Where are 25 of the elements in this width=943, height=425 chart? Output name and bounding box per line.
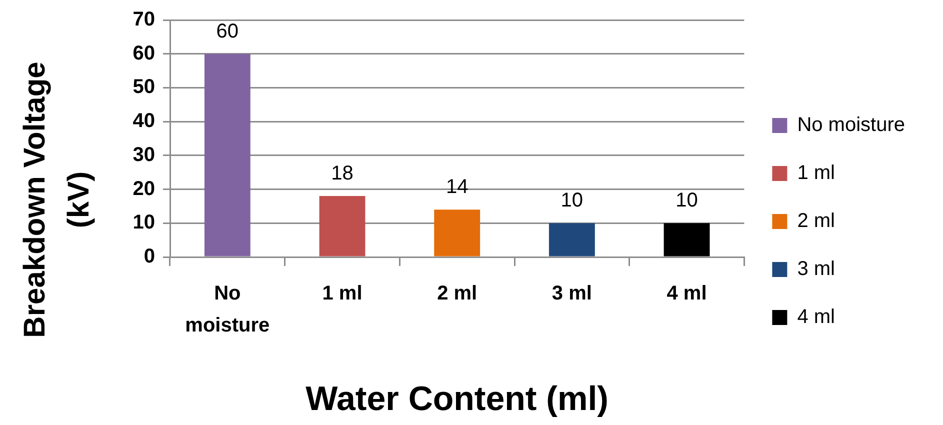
y-axis-title: Breakdown Voltage (kV) [18, 62, 96, 338]
y-tick-label: 10 [132, 212, 155, 234]
x-tick-label: No moisture [185, 282, 270, 337]
y-tick-label: 0 [144, 246, 155, 268]
y-tick-label: 70 [132, 8, 155, 31]
data-label: 14 [446, 176, 468, 198]
data-label: 10 [560, 190, 584, 212]
legend-label: No moisture [797, 114, 905, 136]
x-tick-label: 3 ml [552, 282, 592, 305]
y-tick-label: 30 [132, 144, 155, 166]
legend-label: 4 ml [797, 306, 835, 328]
x-tick-label: 4 ml [666, 282, 707, 305]
legend-label: 2 ml [797, 210, 835, 232]
y-tick-label: 40 [132, 110, 155, 132]
data-label: 60 [216, 20, 239, 42]
x-tick-label: 2 ml [437, 282, 478, 305]
legend-label: 1 ml [797, 162, 835, 184]
x-axis-title: Water Content (ml) [306, 380, 609, 418]
legend-label: 3 ml [797, 258, 835, 280]
data-label: 18 [331, 162, 354, 185]
y-tick-label: 50 [132, 76, 155, 98]
x-tick-label: 1 ml [322, 282, 362, 305]
y-tick-label: 60 [132, 42, 155, 64]
data-label: 10 [676, 190, 698, 212]
y-tick-label: 20 [132, 178, 155, 200]
